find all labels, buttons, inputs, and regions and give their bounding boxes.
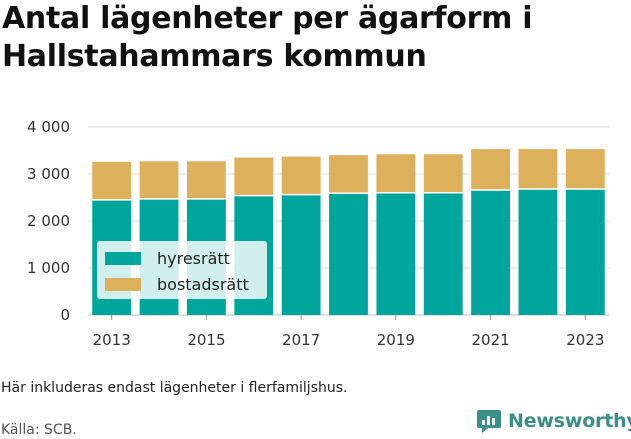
chart-title: Antal lägenheter per ägarform i Hallstah… — [2, 0, 627, 76]
newsworthy-logo-icon — [477, 410, 501, 433]
bar-hyresratt-2023 — [565, 189, 605, 315]
bar-bostadsratt-2023 — [565, 149, 605, 190]
chart-note: Här inkluderas endast lägenheter i flerf… — [1, 380, 348, 396]
legend: hyresrätt bostadsrätt — [97, 241, 267, 299]
x-tick-label: 2017 — [282, 331, 320, 349]
bar-bostadsratt-2019 — [376, 154, 416, 193]
bar-bostadsratt-2015 — [186, 161, 226, 199]
x-tick-label: 2015 — [187, 331, 225, 349]
x-tick-label: 2019 — [377, 331, 415, 349]
legend-item-hyresratt: hyresrätt — [105, 249, 230, 268]
axes: 0 1 000 2 000 3 000 4 000 2013 2015 2017 2019 202… — [27, 118, 604, 349]
chart-title-line-1: Antal lägenheter per ägarform i — [2, 1, 533, 36]
y-tick-label: 4 000 — [27, 118, 70, 136]
x-tick-label: 2021 — [471, 331, 509, 349]
legend-swatch-bostadsratt — [105, 278, 141, 291]
chart-title-line-2: Hallstahammars kommun — [2, 39, 427, 74]
bar-hyresratt-2019 — [376, 192, 416, 315]
y-tick-label: 0 — [60, 306, 70, 324]
source-credit: Källa: SCB. — [1, 422, 77, 438]
bar-bostadsratt-2014 — [139, 161, 179, 199]
bar-bostadsratt-2018 — [329, 155, 368, 194]
x-tick-label: 2023 — [566, 331, 604, 349]
x-tick-label: 2013 — [93, 331, 131, 349]
y-tick-label: 3 000 — [27, 165, 70, 183]
bar-hyresratt-2022 — [518, 189, 558, 315]
bar-hyresratt-2021 — [471, 189, 511, 315]
y-tick-label: 2 000 — [27, 212, 70, 230]
y-tick-label: 1 000 — [27, 259, 70, 277]
bar-bostadsratt-2016 — [234, 157, 274, 196]
bar-hyresratt-2020 — [423, 192, 463, 315]
bar-hyresratt-2017 — [281, 194, 321, 315]
bar-bostadsratt-2022 — [518, 149, 558, 190]
legend-label-hyresratt: hyresrätt — [157, 249, 230, 268]
legend-item-bostadsratt: bostadsrätt — [105, 275, 249, 294]
legend-label-bostadsratt: bostadsrätt — [157, 275, 249, 294]
bar-bostadsratt-2020 — [423, 154, 463, 193]
legend-swatch-hyresratt — [105, 252, 141, 265]
bar-bostadsratt-2017 — [281, 156, 321, 195]
brand-logo: Newsworthy — [476, 408, 631, 434]
brand-name: Newsworthy — [508, 410, 631, 432]
bar-hyresratt-2018 — [329, 193, 368, 315]
bar-bostadsratt-2013 — [92, 161, 132, 200]
bar-bostadsratt-2021 — [471, 149, 511, 190]
